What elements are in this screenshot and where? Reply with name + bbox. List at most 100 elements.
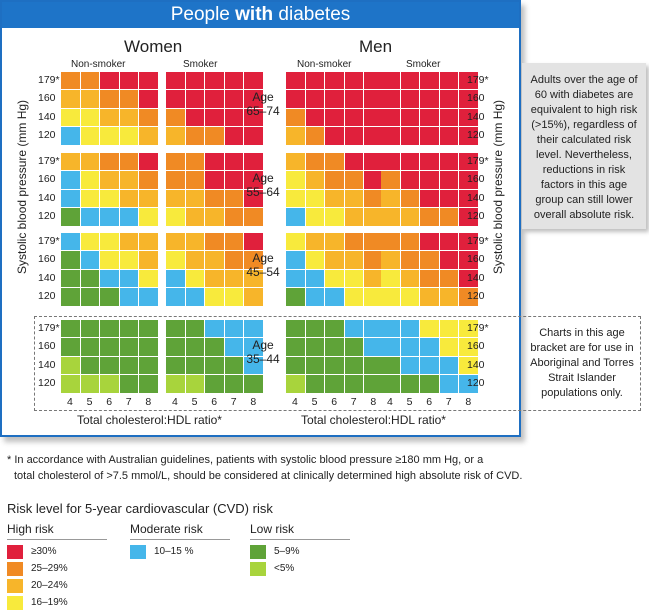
heatmap-cell	[305, 108, 325, 127]
y-tick-label: 179*	[467, 322, 489, 334]
heatmap-cell	[100, 251, 119, 269]
heatmap-cell	[119, 269, 139, 288]
y-tick-label: 140	[38, 110, 56, 123]
heatmap-cell	[119, 90, 139, 108]
heatmap-cell	[119, 72, 139, 90]
heatmap-cell	[119, 320, 139, 338]
heatmap-cell	[100, 288, 119, 306]
heatmap-cell	[205, 269, 224, 288]
y-tick-label: 120	[467, 290, 485, 303]
heatmap-cell	[205, 288, 224, 306]
heatmap-cell	[119, 153, 139, 171]
heatmap-cell	[439, 90, 459, 108]
legend-moderate-title: Moderate risk	[130, 522, 203, 536]
heatmap-cell	[344, 288, 364, 306]
heatmap-cell	[286, 90, 305, 108]
heatmap-cell	[224, 127, 244, 145]
heatmap-cell	[439, 338, 459, 356]
heatmap-cell	[244, 251, 263, 269]
heatmap-cell	[364, 375, 383, 393]
x-tick-label: 4	[67, 396, 73, 408]
heatmap-cell	[439, 356, 459, 375]
heatmap-cell	[100, 108, 119, 127]
heatmap-cell	[286, 171, 305, 189]
heatmap-cell	[286, 72, 305, 90]
heatmap-cell	[100, 208, 119, 226]
heatmap-cell	[439, 269, 459, 288]
heatmap-cell	[139, 375, 158, 393]
x-tick-label: 6	[426, 396, 433, 408]
heatmap-cell	[61, 269, 80, 288]
legend-moderate-rule	[130, 539, 230, 540]
heatmap-cell	[224, 208, 244, 226]
heatmap-cell	[459, 108, 478, 127]
heatmap-cell	[100, 189, 119, 208]
heatmap-cell	[244, 233, 263, 251]
women-nonsmoker-label: Non-smoker	[71, 59, 126, 70]
heatmap-cell	[185, 171, 205, 189]
heatmap-cell	[80, 108, 100, 127]
heatmap-cell	[224, 189, 244, 208]
heatmap-cell	[185, 375, 205, 393]
heatmap-cell	[420, 189, 439, 208]
heatmap-cell	[364, 338, 383, 356]
heatmap-cell	[205, 338, 224, 356]
heatmap-cell	[381, 356, 400, 375]
heatmap-cell	[400, 233, 420, 251]
heatmap-cell	[439, 171, 459, 189]
legend-label: 10–15 %	[154, 546, 194, 557]
heatmap-cell	[205, 320, 224, 338]
heatmap-cell	[61, 208, 80, 226]
heatmap-cell	[344, 269, 364, 288]
heatmap-cell	[185, 153, 205, 171]
x-tick-label: 6	[106, 396, 113, 408]
heatmap-cell	[344, 208, 364, 226]
heatmap-cell	[244, 153, 263, 171]
heatmap-cell	[80, 356, 100, 375]
heatmap-cell	[166, 375, 185, 393]
heatmap-cell	[381, 375, 400, 393]
heatmap-cell	[439, 153, 459, 171]
heatmap-cell	[459, 375, 478, 393]
legend-swatch	[7, 545, 23, 559]
legend-swatch	[130, 545, 146, 559]
y-tick-label: 120	[38, 210, 56, 223]
heatmap-cell	[344, 90, 364, 108]
heatmap-cell	[185, 356, 205, 375]
x-tick-label: 4	[172, 396, 178, 408]
heatmap-cell	[244, 171, 263, 189]
heatmap-cell	[205, 189, 224, 208]
heatmap-cell	[325, 356, 344, 375]
heatmap-cell	[364, 356, 383, 375]
heatmap-cell	[381, 208, 400, 226]
men-smoker-label: Smoker	[406, 59, 441, 70]
heatmap-cell	[439, 72, 459, 90]
x-tick-label: 5	[311, 396, 318, 408]
heatmap-cell	[325, 269, 344, 288]
heatmap-cell	[439, 108, 459, 127]
y-tick-label: 160	[38, 173, 56, 186]
heatmap-cell	[439, 375, 459, 393]
heatmap-cell	[381, 338, 400, 356]
heatmap-cell	[381, 90, 400, 108]
aboriginal-bracket-box	[34, 316, 641, 411]
heatmap-cell	[185, 233, 205, 251]
heatmap-cell	[224, 108, 244, 127]
heatmap-cell	[400, 72, 420, 90]
heatmap-cell	[420, 72, 439, 90]
heatmap-cell	[420, 127, 439, 145]
y-tick-label: 160	[467, 253, 485, 266]
heatmap-cell	[344, 153, 364, 171]
y-tick-label: 120	[38, 129, 56, 142]
heatmap-cell	[224, 72, 244, 90]
heatmap-cell	[420, 233, 439, 251]
heatmap-cell	[459, 153, 478, 171]
heatmap-cell	[244, 356, 263, 375]
heatmap-cell	[139, 251, 158, 269]
heatmap-cell	[286, 153, 305, 171]
heatmap-cell	[139, 356, 158, 375]
heatmap-cell	[400, 320, 420, 338]
heatmap-cell	[139, 269, 158, 288]
heatmap-cell	[459, 338, 478, 356]
y-tick-label: 140	[38, 191, 56, 204]
